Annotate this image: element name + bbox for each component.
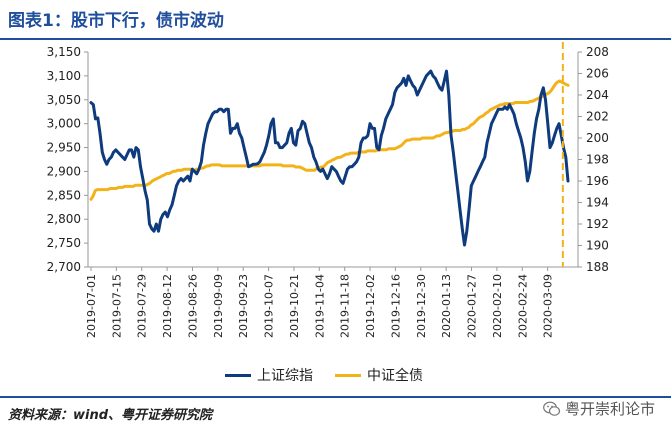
left-tick-label: 2,950 — [47, 141, 81, 155]
right-tick-label: 206 — [586, 67, 609, 81]
x-tick-label: 2019-12-16 — [389, 274, 402, 338]
series-line-bond — [89, 79, 570, 201]
right-tick-label: 204 — [586, 88, 609, 102]
right-tick-label: 208 — [586, 45, 609, 59]
x-tick-label: 2020-01-13 — [440, 274, 453, 338]
legend-item-bond: 中证全债 — [335, 365, 423, 385]
right-tick-label: 198 — [586, 153, 609, 167]
right-tick-label: 188 — [586, 260, 609, 274]
x-tick-label: 2019-10-07 — [263, 274, 276, 338]
x-tick-label: 2019-09-23 — [237, 274, 250, 338]
legend-item-shanghai: 上证综指 — [225, 365, 313, 385]
left-tick-label: 2,900 — [47, 164, 81, 178]
page-title: 图表1：股市下行，债市波动 — [8, 11, 224, 31]
line-chart: 2,700 2,750 2,800 2,850 2,900 2,950 3,000 3,050… — [47, 42, 609, 338]
left-tick-label: 3,050 — [47, 93, 81, 107]
x-tick-label: 2020-01-27 — [466, 274, 479, 338]
legend-swatch-shanghai — [225, 373, 251, 377]
left-tick-label: 2,750 — [47, 236, 81, 250]
x-tick-label: 2019-07-01 — [85, 274, 98, 338]
wechat-icon — [543, 401, 561, 416]
left-tick-label: 3,000 — [47, 117, 81, 131]
right-tick-label: 196 — [586, 174, 609, 188]
x-tick-label: 2019-11-04 — [313, 274, 326, 338]
left-tick-label: 2,700 — [47, 260, 81, 274]
x-tick-label: 2019-11-18 — [339, 274, 352, 338]
x-tick-label: 2019-08-26 — [186, 274, 199, 338]
x-tick-label: 2019-10-21 — [288, 274, 301, 338]
legend-label-bond: 中证全债 — [367, 368, 423, 384]
x-axis-ticks: 2019-07-01 2019-07-15 2019-07-29 2019-08-12… — [85, 267, 555, 338]
x-tick-label: 2019-12-30 — [415, 274, 428, 338]
left-axis-ticks: 2,700 2,750 2,800 2,850 2,900 2,950 3,000 3,050… — [47, 45, 88, 274]
right-tick-label: 192 — [586, 217, 609, 231]
x-tick-label: 2019-08-12 — [161, 274, 174, 338]
x-tick-label: 2019-07-15 — [110, 274, 123, 338]
left-tick-label: 2,850 — [47, 188, 81, 202]
series-layer — [89, 69, 570, 247]
right-tick-label: 202 — [586, 110, 609, 124]
watermark-text: 粤开崇利论市 — [564, 400, 655, 418]
footer-divider — [0, 396, 671, 398]
x-tick-label: 2019-09-09 — [212, 274, 225, 338]
legend-label-shanghai: 上证综指 — [257, 368, 313, 384]
left-tick-label: 3,150 — [47, 45, 81, 59]
source-note: 资料来源：wind、粤开证券研究院 — [8, 408, 213, 423]
x-tick-label: 2020-03-09 — [542, 274, 555, 338]
right-tick-label: 194 — [586, 196, 609, 210]
left-tick-label: 3,100 — [47, 69, 81, 83]
right-tick-label: 200 — [586, 131, 609, 145]
x-tick-label: 2020-02-24 — [516, 274, 529, 338]
legend-swatch-bond — [335, 373, 361, 377]
x-tick-label: 2019-07-29 — [136, 274, 149, 338]
x-tick-label: 2019-12-02 — [364, 274, 377, 338]
right-tick-label: 190 — [586, 239, 609, 253]
left-tick-label: 2,800 — [47, 212, 81, 226]
watermark: 粤开崇利论市 — [543, 398, 655, 419]
right-axis-ticks: 188 190 192 194 196 198 200 202 204 206 208 — [578, 45, 609, 274]
series-line-shanghai — [89, 69, 570, 247]
title-divider — [0, 38, 671, 40]
x-tick-label: 2020-02-10 — [491, 274, 504, 338]
